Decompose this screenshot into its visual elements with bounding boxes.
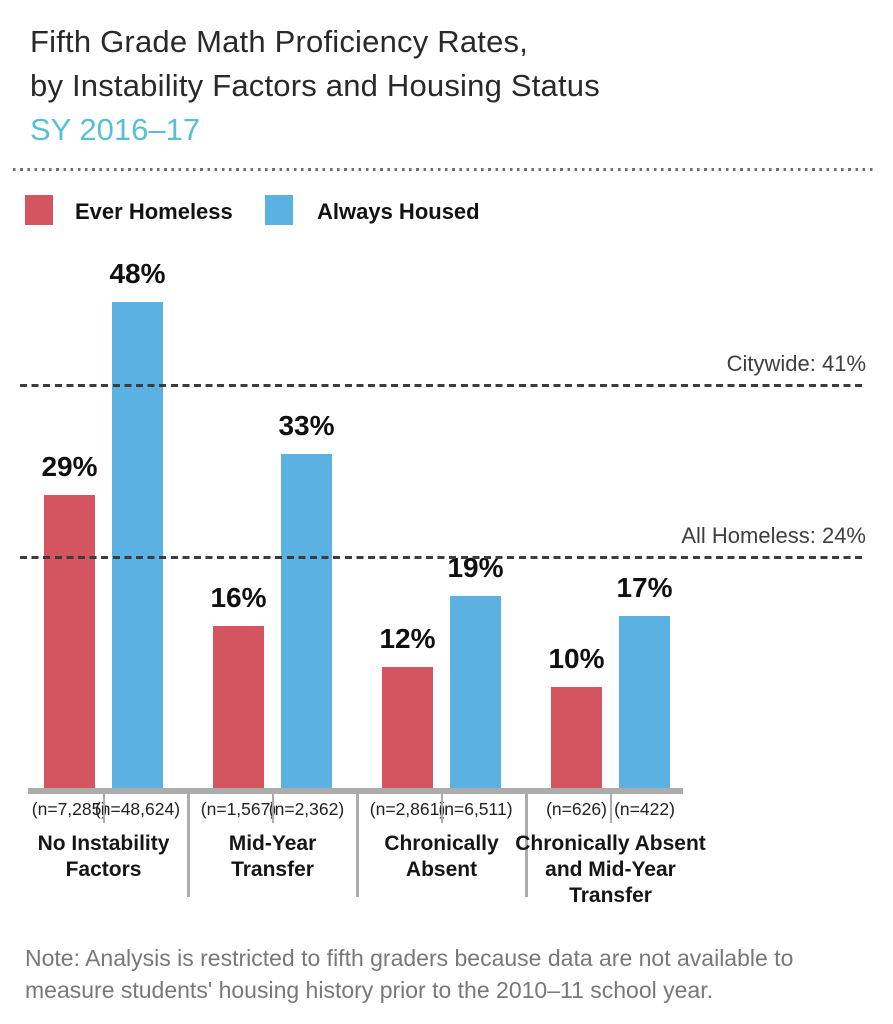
category-label: No Instability Factors bbox=[37, 832, 170, 881]
reference-line bbox=[20, 383, 866, 387]
ever-homeless-bar bbox=[551, 686, 602, 788]
reference-line bbox=[20, 555, 866, 559]
bar-value-label: 16% bbox=[210, 582, 267, 614]
bar-value-label: 33% bbox=[278, 410, 335, 442]
reference-line-label: All Homeless: 24% bbox=[681, 522, 866, 548]
category-label: Mid-Year Transfer bbox=[228, 832, 317, 881]
axis-baseline bbox=[28, 788, 683, 794]
always-housed-bar bbox=[112, 302, 163, 788]
bar-value-label: 48% bbox=[109, 258, 166, 290]
bar-separator bbox=[609, 794, 612, 823]
bar-n-label: (n=1,567) bbox=[200, 799, 277, 819]
chart-title-line2: by Instability Factors and Housing Statu… bbox=[30, 68, 600, 103]
bar-separator bbox=[440, 794, 443, 823]
bar-value-label: 29% bbox=[41, 450, 98, 482]
always-housed-bar bbox=[281, 454, 332, 788]
bar-value-label: 12% bbox=[379, 622, 436, 654]
bar-n-label: (n=6,511) bbox=[438, 799, 513, 819]
chart-title-line1: Fifth Grade Math Proficiency Rates, bbox=[30, 24, 529, 59]
group-separator bbox=[187, 788, 190, 897]
footnote: Note: Analysis is restricted to fifth gr… bbox=[25, 945, 794, 1003]
bar-value-label: 17% bbox=[616, 571, 673, 603]
legend-swatch-ever-homeless bbox=[25, 195, 53, 225]
bar-separator bbox=[102, 794, 105, 823]
always-housed-bar bbox=[450, 595, 501, 788]
bar-n-label: (n=2,362) bbox=[268, 799, 345, 819]
category-label: Chronically Absent and Mid-Year Transfer bbox=[515, 832, 706, 907]
ever-homeless-bar bbox=[44, 494, 95, 788]
bar-n-label: (n=626) bbox=[546, 799, 607, 819]
bar-n-label: (n=48,624) bbox=[94, 799, 181, 819]
group-separator bbox=[525, 788, 528, 897]
category-label: Chronically Absent bbox=[384, 832, 499, 881]
always-housed-bar bbox=[619, 615, 670, 788]
ever-homeless-bar bbox=[382, 666, 433, 788]
reference-line-label: Citywide: 41% bbox=[726, 350, 866, 376]
bar-n-label: (n=2,861) bbox=[369, 799, 446, 819]
bar-value-label: 10% bbox=[548, 642, 605, 674]
bar-separator bbox=[271, 794, 274, 823]
ever-homeless-bar bbox=[213, 626, 264, 788]
dotted-divider bbox=[13, 168, 877, 171]
group-separator bbox=[356, 788, 359, 897]
legend-label-ever-homeless: Ever Homeless bbox=[75, 199, 233, 224]
chart-subtitle-school-year: SY 2016–17 bbox=[30, 112, 201, 147]
bar-n-label: (n=422) bbox=[614, 799, 675, 819]
bar-n-label: (n=7,285) bbox=[31, 799, 108, 819]
legend-label-always-housed: Always Housed bbox=[317, 199, 480, 224]
legend-swatch-always-housed bbox=[265, 195, 293, 225]
